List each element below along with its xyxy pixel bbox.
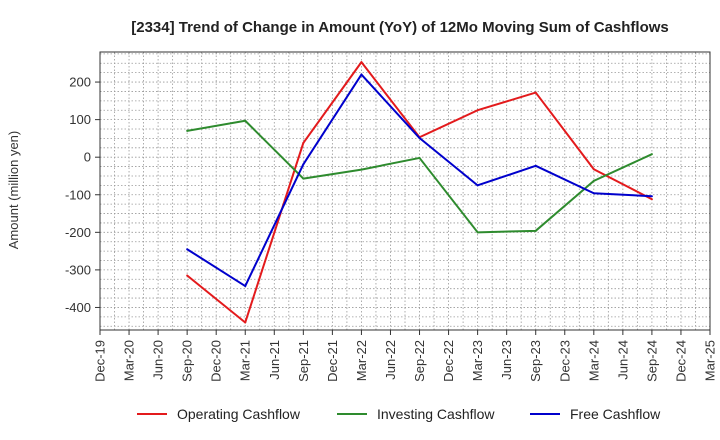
data-point bbox=[186, 129, 189, 132]
x-tick-label: Dec-21 bbox=[325, 340, 340, 382]
legend-label: Operating Cashflow bbox=[177, 406, 301, 422]
y-tick-label: 100 bbox=[69, 112, 91, 127]
data-point bbox=[302, 163, 305, 166]
x-tick-label: Mar-20 bbox=[122, 340, 137, 381]
data-point bbox=[186, 248, 189, 251]
data-point bbox=[534, 164, 537, 167]
data-point bbox=[302, 177, 305, 180]
data-point bbox=[360, 61, 363, 64]
data-point bbox=[534, 229, 537, 232]
data-point bbox=[360, 168, 363, 171]
x-tick-label: Jun-23 bbox=[499, 340, 514, 380]
chart-title: [2334] Trend of Change in Amount (YoY) o… bbox=[131, 19, 669, 36]
x-tick-label: Dec-22 bbox=[441, 340, 456, 382]
x-tick-label: Dec-24 bbox=[673, 340, 688, 382]
data-point bbox=[476, 231, 479, 234]
x-tick-label: Sep-20 bbox=[180, 340, 195, 382]
grid-lines bbox=[99, 52, 711, 330]
legend-label: Free Cashflow bbox=[570, 406, 661, 422]
y-tick-label: -300 bbox=[65, 262, 91, 277]
x-tick-label: Jun-22 bbox=[383, 340, 398, 380]
x-tick-label: Mar-23 bbox=[470, 340, 485, 381]
y-tick-label: 200 bbox=[69, 75, 91, 90]
series-lines bbox=[186, 61, 653, 324]
x-tick-label: Mar-24 bbox=[586, 340, 601, 381]
data-point bbox=[592, 179, 595, 182]
x-tick-label: Mar-22 bbox=[354, 340, 369, 381]
y-tick-label: 0 bbox=[84, 150, 91, 165]
data-point bbox=[650, 153, 653, 156]
x-tick-label: Dec-19 bbox=[93, 340, 108, 382]
x-tick-label: Dec-23 bbox=[557, 340, 572, 382]
y-axis-label: Amount (million yen) bbox=[6, 131, 21, 250]
data-point bbox=[302, 141, 305, 144]
data-point bbox=[244, 119, 247, 122]
x-tick-label: Sep-24 bbox=[644, 340, 659, 382]
y-tick-label: -200 bbox=[65, 225, 91, 240]
data-point bbox=[244, 285, 247, 288]
data-point bbox=[476, 184, 479, 187]
x-tick-label: Jun-21 bbox=[267, 340, 282, 380]
data-point bbox=[650, 195, 653, 198]
data-point bbox=[186, 274, 189, 277]
x-tick-label: Sep-23 bbox=[528, 340, 543, 382]
x-tick-label: Mar-25 bbox=[703, 340, 718, 381]
x-tick-label: Sep-21 bbox=[296, 340, 311, 382]
legend-label: Investing Cashflow bbox=[377, 406, 495, 422]
data-point bbox=[592, 168, 595, 171]
data-point bbox=[476, 109, 479, 112]
data-point bbox=[418, 156, 421, 159]
y-tick-label: -400 bbox=[65, 300, 91, 315]
legend: Operating Cashflow Investing Cashflow Free… bbox=[137, 406, 661, 422]
y-tick-label: -100 bbox=[65, 187, 91, 202]
data-point bbox=[650, 198, 653, 201]
x-tick-label: Jun-24 bbox=[615, 340, 630, 380]
data-point bbox=[244, 321, 247, 324]
series-line bbox=[186, 73, 652, 288]
y-axis-ticks: 200 100 0 -100 -200 -300 -400 bbox=[65, 75, 100, 315]
x-tick-label: Mar-21 bbox=[238, 340, 253, 381]
data-point bbox=[534, 91, 537, 94]
x-axis-ticks: Dec-19 Mar-20 Jun-20 Sep-20 Dec-20 Mar-21 Jun-… bbox=[93, 330, 718, 382]
x-tick-label: Jun-20 bbox=[151, 340, 166, 380]
data-point bbox=[418, 137, 421, 140]
x-tick-label: Sep-22 bbox=[412, 340, 427, 382]
plot-frame bbox=[99, 51, 711, 331]
data-point bbox=[592, 192, 595, 195]
data-point bbox=[360, 73, 363, 76]
x-tick-label: Dec-20 bbox=[209, 340, 224, 382]
